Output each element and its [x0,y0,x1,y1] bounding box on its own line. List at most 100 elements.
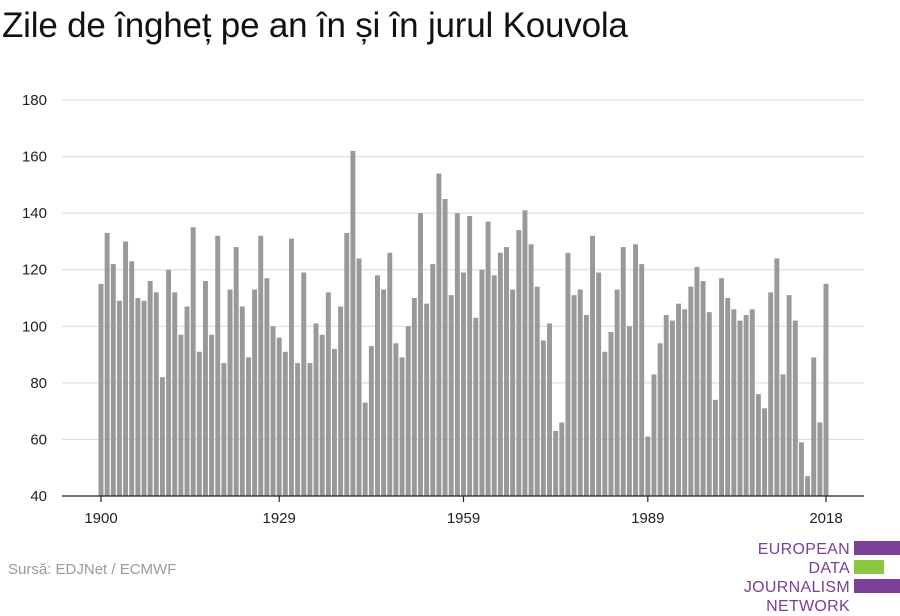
bar [817,422,823,496]
bar [141,300,147,496]
y-tick-label: 40 [30,488,47,505]
bar [442,199,448,496]
bar [332,348,337,496]
bar [184,306,190,496]
bar [823,283,829,496]
bar [706,312,712,496]
bar [301,272,307,496]
bar [393,343,399,496]
y-tick-label: 160 [22,149,47,166]
bar [651,374,657,496]
bar [448,295,454,496]
bar [645,436,651,496]
bar [774,258,780,496]
bar [805,476,811,496]
bar [436,173,442,497]
bar [786,295,792,496]
bar [399,357,405,496]
bar [307,363,313,496]
bar [350,150,356,496]
bar [792,320,798,496]
logo-bar-bottom [854,579,900,593]
bar [725,298,731,496]
bars [98,150,829,497]
bar [190,227,196,497]
bar [270,326,276,496]
bar [387,252,393,496]
bar [356,258,362,496]
logo-line-2: DATA JOURNALISM [743,560,850,596]
bar [755,394,761,496]
x-tick-label: 1900 [84,510,117,527]
bar [153,292,159,496]
bar [712,399,718,496]
bar [381,289,387,496]
bar [282,351,288,496]
bar [504,247,509,496]
bar [676,303,682,496]
bar [110,264,116,496]
bar [166,269,172,496]
bar [553,430,559,496]
bar [209,334,215,496]
bar [497,252,503,496]
bar [338,306,344,496]
bar [614,289,620,496]
bar [116,300,122,496]
bar [571,295,577,496]
bar [719,278,725,496]
bar [233,247,239,496]
bar [104,232,110,496]
logo-mark [854,541,900,595]
bar [221,363,227,496]
edjnet-logo: EUROPEAN DATA JOURNALISM NETWORK [700,540,900,615]
bar [276,337,282,496]
bar [196,351,202,496]
bar [608,331,614,496]
bar [264,278,270,496]
bar [749,309,755,496]
bar [534,286,540,496]
bar [368,346,374,496]
bar [663,314,669,496]
logo-bar-top [854,541,900,555]
bar [737,320,743,496]
bar [362,402,368,496]
bar [510,289,516,496]
bar [454,213,460,496]
chart-title: Zile de îngheț pe an în și în jurul Kouv… [2,6,628,45]
bar [123,241,129,496]
bar [540,340,546,496]
y-tick-label: 180 [22,92,47,109]
y-tick-label: 100 [22,318,47,335]
bar [172,292,178,496]
bar [657,343,663,496]
bar [424,303,430,496]
bar [245,357,251,496]
logo-text: EUROPEAN DATA JOURNALISM NETWORK [700,540,850,616]
bar [590,235,595,496]
bar [700,281,706,496]
bar [743,314,749,496]
bar [135,298,141,496]
bar-chart: 40 60 80 100 120 140 160 180 1900 1929 1959 1989 20… [22,92,864,527]
x-tick-label: 1989 [631,510,664,527]
bar [762,408,768,496]
x-tick-label: 1959 [447,510,480,527]
bar [129,261,135,496]
bar [405,326,411,496]
bar [798,442,804,496]
bar [295,363,301,496]
bar [633,244,638,496]
bar [688,286,694,496]
y-tick-labels: 40 60 80 100 120 140 160 180 [22,92,47,505]
y-tick-label: 120 [22,262,47,279]
bar [491,275,497,496]
source-note: Sursă: EDJNet / ECMWF [8,561,177,578]
bar [202,281,208,496]
bar [319,334,325,496]
bar [375,275,380,496]
y-tick-label: 140 [22,205,47,222]
bar [780,374,786,496]
bar [147,281,153,496]
